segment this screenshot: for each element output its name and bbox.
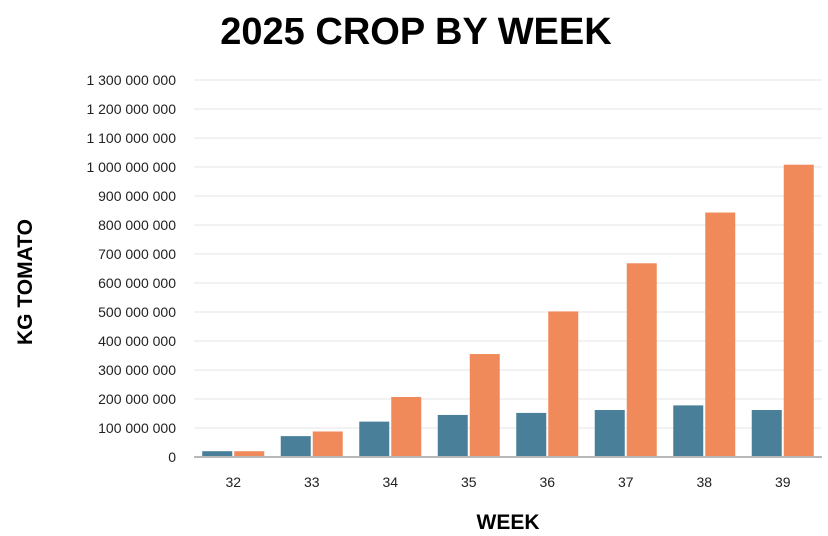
bar-series-1-week-33 [280, 436, 311, 457]
bar-series-2-week-38 [705, 212, 736, 457]
y-tick-label: 1 000 000 000 [86, 159, 176, 175]
x-tick-label: 39 [775, 474, 791, 490]
bar-series-1-week-36 [516, 412, 547, 457]
bar-series-1-week-35 [437, 414, 468, 457]
x-axis-ticks: 32 33 34 35 36 37 38 39 [225, 474, 790, 490]
y-tick-label: 500 000 000 [98, 304, 176, 320]
y-tick-label: 900 000 000 [98, 188, 176, 204]
x-tick-label: 38 [696, 474, 712, 490]
bar-series-1-week-38 [673, 405, 704, 457]
x-tick-label: 34 [382, 474, 398, 490]
y-tick-label: 1 100 000 000 [86, 130, 176, 146]
bar-series-2-week-35 [469, 354, 500, 457]
x-tick-label: 37 [618, 474, 634, 490]
y-tick-label: 200 000 000 [98, 391, 176, 407]
y-tick-label: 600 000 000 [98, 275, 176, 291]
y-tick-label: 800 000 000 [98, 217, 176, 233]
x-tick-label: 35 [461, 474, 477, 490]
chart-title: 2025 CROP BY WEEK [220, 11, 612, 53]
y-axis-ticks: 0 100 000 000 200 000 000 300 000 000 400 00… [86, 72, 176, 465]
x-axis-title: WEEK [477, 511, 540, 534]
bar-series-2-week-36 [548, 311, 579, 457]
y-tick-label: 300 000 000 [98, 362, 176, 378]
y-tick-label: 700 000 000 [98, 246, 176, 262]
y-tick-label: 1 200 000 000 [86, 101, 176, 117]
y-axis-title: KG TOMATO [14, 219, 37, 345]
y-tick-label: 400 000 000 [98, 333, 176, 349]
gridlines [194, 79, 822, 429]
bar-series-2-week-34 [391, 396, 422, 457]
y-tick-label: 1 300 000 000 [86, 72, 176, 88]
bar-series-2-week-39 [783, 164, 814, 457]
bar-series-1-week-32 [202, 451, 233, 457]
y-tick-label: 100 000 000 [98, 420, 176, 436]
bar-series-1-week-37 [594, 410, 625, 457]
bar-series-1-week-39 [751, 410, 782, 457]
x-tick-label: 32 [225, 474, 241, 490]
bars [202, 164, 814, 457]
x-tick-label: 36 [539, 474, 555, 490]
bar-series-2-week-33 [312, 431, 343, 457]
bar-series-1-week-34 [359, 421, 390, 457]
x-tick-label: 33 [304, 474, 320, 490]
y-tick-label: 0 [168, 449, 176, 465]
bar-series-2-week-32 [234, 451, 265, 457]
bar-series-2-week-37 [626, 263, 657, 457]
